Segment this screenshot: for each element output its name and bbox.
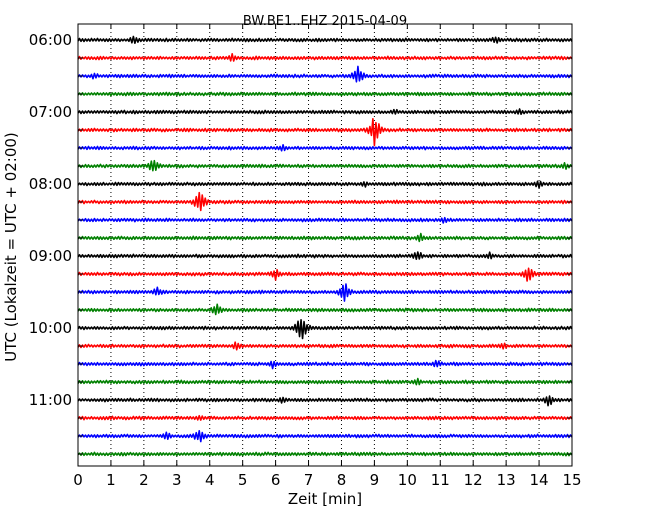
trace-0615 bbox=[77, 52, 573, 62]
y-tick-label: 10:00 bbox=[29, 319, 72, 337]
trace-1100 bbox=[77, 395, 573, 407]
trace-0845 bbox=[77, 232, 573, 243]
x-tick-label: 12 bbox=[464, 471, 483, 489]
trace-1130 bbox=[77, 429, 573, 443]
x-tick-label: 4 bbox=[205, 471, 215, 489]
chart-title: BW.BE1..EHZ 2015-04-09 bbox=[243, 14, 407, 29]
x-tick-label: 15 bbox=[562, 471, 581, 489]
x-tick-label: 2 bbox=[139, 471, 149, 489]
x-tick-label: 7 bbox=[304, 471, 314, 489]
trace-0745 bbox=[77, 159, 573, 172]
y-axis: 06:00 07:00 08:00 09:00 10:00 11:00 bbox=[29, 31, 572, 455]
x-tick-label: 9 bbox=[370, 471, 380, 489]
plot-frame bbox=[77, 23, 573, 467]
trace-0815 bbox=[77, 191, 573, 212]
trace-0830 bbox=[77, 216, 573, 224]
y-tick-label: 06:00 bbox=[29, 31, 72, 49]
trace-0915 bbox=[77, 267, 573, 282]
traces bbox=[77, 35, 573, 457]
x-tick-label: 14 bbox=[530, 471, 549, 489]
trace-1015 bbox=[77, 341, 573, 351]
trace-1115 bbox=[77, 414, 573, 421]
trace-0600 bbox=[77, 35, 573, 45]
y-tick-label: 09:00 bbox=[29, 247, 72, 265]
x-tick-label: 6 bbox=[271, 471, 281, 489]
x-tick-label: 0 bbox=[73, 471, 83, 489]
trace-0900 bbox=[77, 251, 573, 261]
trace-0630 bbox=[77, 65, 573, 83]
trace-1045 bbox=[77, 377, 573, 386]
x-axis-label: Zeit [min] bbox=[288, 490, 362, 508]
x-tick-label: 11 bbox=[431, 471, 450, 489]
y-tick-label: 08:00 bbox=[29, 175, 72, 193]
x-tick-label: 8 bbox=[337, 471, 347, 489]
x-tick-label: 1 bbox=[106, 471, 116, 489]
grid-lines bbox=[110, 24, 540, 466]
trace-0715 bbox=[77, 117, 573, 147]
x-axis: 0 1 2 3 4 5 6 7 8 9 10 11 12 13 14 15 bbox=[73, 24, 582, 489]
trace-0700 bbox=[77, 108, 573, 116]
trace-1030 bbox=[77, 359, 573, 370]
y-tick-label: 07:00 bbox=[29, 103, 72, 121]
trace-1000 bbox=[77, 319, 573, 340]
trace-0730 bbox=[77, 144, 573, 152]
y-tick-label: 11:00 bbox=[29, 391, 72, 409]
trace-0945 bbox=[77, 303, 573, 316]
trace-0930 bbox=[77, 283, 573, 302]
x-tick-label: 5 bbox=[238, 471, 248, 489]
trace-0800 bbox=[77, 180, 573, 189]
x-tick-label: 3 bbox=[172, 471, 182, 489]
trace-1145 bbox=[77, 451, 573, 457]
x-tick-label: 13 bbox=[497, 471, 516, 489]
y-axis-label: UTC (Lokalzeit = UTC + 02:00) bbox=[2, 132, 20, 362]
x-tick-label: 10 bbox=[398, 471, 417, 489]
trace-0645 bbox=[77, 91, 573, 97]
